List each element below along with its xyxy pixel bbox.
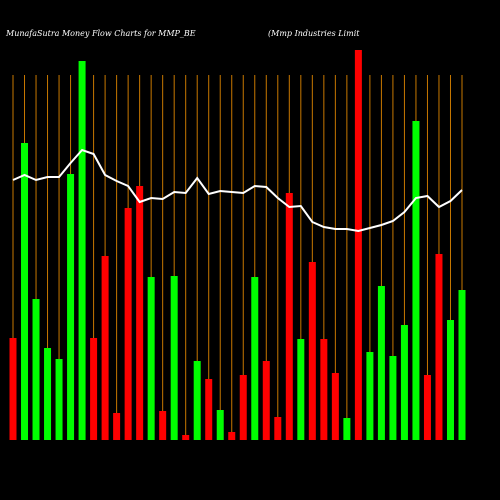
price-line — [12, 148, 463, 233]
bar — [182, 435, 190, 440]
bar — [9, 338, 17, 440]
bar — [308, 262, 316, 440]
bar — [435, 254, 443, 440]
bar — [423, 375, 431, 440]
bar — [400, 325, 408, 440]
bar — [377, 286, 385, 440]
bar — [331, 373, 339, 440]
bar — [124, 208, 132, 440]
bar — [90, 338, 98, 440]
bar — [446, 320, 454, 440]
bar — [32, 299, 40, 440]
bar — [343, 418, 351, 440]
bar — [239, 375, 247, 440]
bar — [170, 276, 178, 440]
bar — [159, 411, 167, 440]
chart-title: MunafaSutra Money Flow Charts for MMP_BE — [5, 29, 196, 38]
bar — [67, 174, 75, 440]
bar — [458, 290, 466, 440]
bar — [193, 361, 201, 440]
bar — [113, 413, 121, 440]
bar — [285, 193, 293, 440]
bar — [55, 359, 63, 440]
bar — [147, 277, 155, 440]
bar — [262, 361, 270, 440]
bar — [274, 417, 282, 440]
bar — [251, 277, 259, 440]
bar — [136, 186, 144, 440]
bar — [412, 121, 420, 440]
bar — [21, 143, 29, 440]
bar — [389, 356, 397, 440]
bar — [297, 339, 305, 440]
bar — [320, 339, 328, 440]
bar — [366, 352, 374, 440]
chart-subtitle: (Mmp Industries Limit — [268, 29, 360, 38]
bar — [354, 50, 362, 440]
bar — [78, 61, 86, 440]
bar — [101, 256, 109, 440]
bar — [205, 379, 213, 440]
bar — [216, 410, 224, 440]
bar — [44, 348, 52, 440]
bar — [228, 432, 236, 440]
